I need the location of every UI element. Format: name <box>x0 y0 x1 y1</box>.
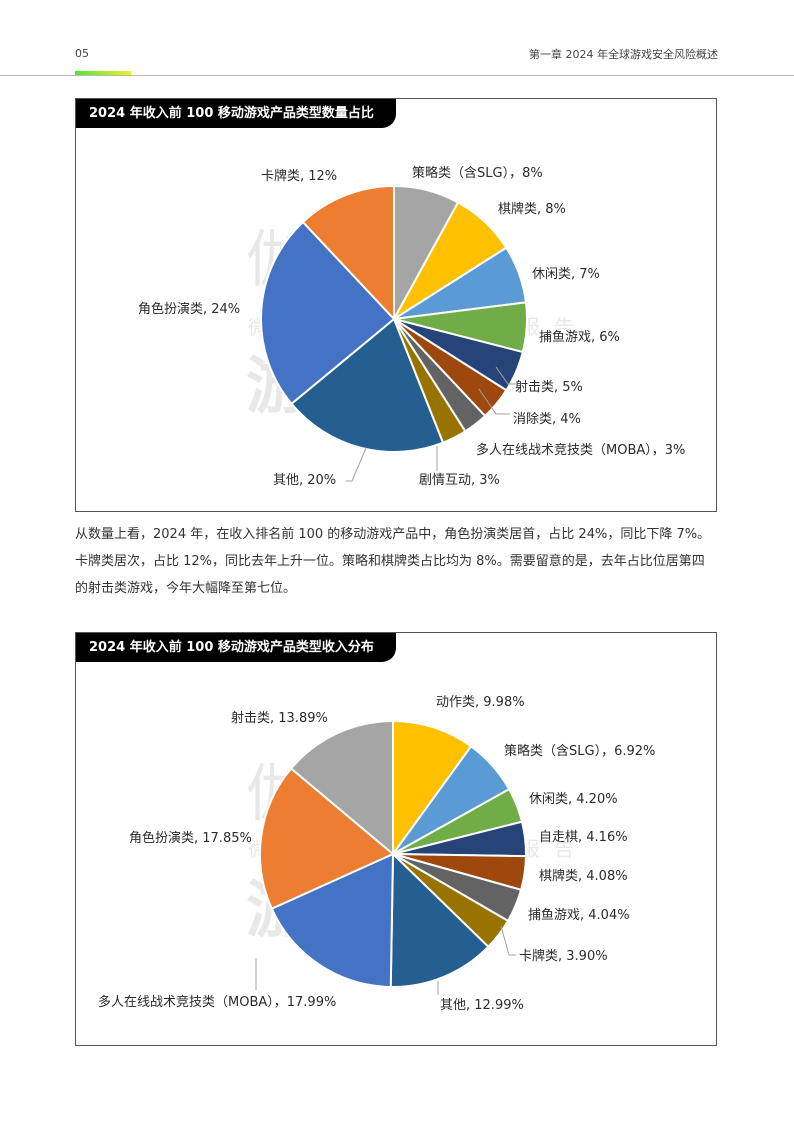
chart-title: 2024 年收入前 100 移动游戏产品类型收入分布 <box>76 633 396 662</box>
pie-slice <box>259 767 395 910</box>
analysis-paragraph: 从数量上看，2024 年，在收入排名前 100 的移动游戏产品中，角色扮演类居首… <box>75 521 725 602</box>
leader-line <box>495 366 516 385</box>
pie-chart <box>260 184 528 482</box>
pie-slice <box>389 851 490 988</box>
leader-line <box>478 388 510 415</box>
paragraph-line: 卡牌类居次，占比 12%，同比去年上升一位。策略和棋牌类占比均为 8%。需要留意… <box>75 554 705 569</box>
pie-slice <box>301 184 395 322</box>
pie-slice <box>392 719 473 858</box>
chart-revenue-share: 2024 年收入前 100 移动游戏产品类型收入分布 伽马数据 微信号：游戏产业… <box>75 632 717 1046</box>
leader-line <box>500 925 516 956</box>
pie-slice <box>270 852 395 988</box>
label-fishing: 捕鱼游戏, 6% <box>539 330 620 345</box>
pie-chart <box>255 719 527 995</box>
label-chess-card: 棋牌类, 8% <box>498 202 566 217</box>
label-other: 其他, 20% <box>273 473 337 488</box>
label-other: 其他, 12.99% <box>440 998 524 1013</box>
chart-title: 2024 年收入前 100 移动游戏产品类型数量占比 <box>76 99 396 128</box>
label-action: 动作类, 9.98% <box>436 695 525 710</box>
chapter-title: 第一章 2024 年全球游戏安全风险概述 <box>529 48 718 61</box>
paragraph-line: 的射击类游戏，今年大幅降至第七位。 <box>75 581 297 596</box>
label-story: 剧情互动, 3% <box>419 473 500 488</box>
pie-slice <box>289 719 394 857</box>
label-shooter: 射击类, 5% <box>515 380 583 395</box>
label-rpg: 角色扮演类, 24% <box>138 302 241 317</box>
label-moba: 多人在线战术竞技类（MOBA），3% <box>476 443 686 458</box>
label-casual: 休闲类, 4.20% <box>529 792 618 807</box>
label-card: 卡牌类, 12% <box>261 169 338 184</box>
leader-line <box>346 447 367 482</box>
header-accent-bar <box>75 71 131 75</box>
label-casual: 休闲类, 7% <box>532 267 600 282</box>
label-strategy: 策略类（含SLG），6.92% <box>504 744 656 759</box>
label-strategy: 策略类（含SLG），8% <box>412 166 543 181</box>
label-auto-chess: 自走棋, 4.16% <box>539 830 628 845</box>
pie-slice <box>290 317 445 453</box>
label-card: 卡牌类, 3.90% <box>519 949 608 964</box>
label-fishing: 捕鱼游戏, 4.04% <box>528 908 630 923</box>
chart-count-share: 2024 年收入前 100 移动游戏产品类型数量占比 伽马数据 微信号：游戏产业… <box>75 98 717 512</box>
label-shooter: 射击类, 13.89% <box>231 711 328 726</box>
label-match3: 消除类, 4% <box>513 412 581 427</box>
label-rpg: 角色扮演类, 17.85% <box>129 831 252 846</box>
label-chess-card: 棋牌类, 4.08% <box>539 869 628 884</box>
pie-slice <box>260 220 396 406</box>
header-divider <box>0 75 794 76</box>
label-moba: 多人在线战术竞技类（MOBA），17.99% <box>98 995 337 1010</box>
paragraph-line: 从数量上看，2024 年，在收入排名前 100 的移动游戏产品中，角色扮演类居首… <box>75 527 711 542</box>
page-number: 05 <box>75 47 89 60</box>
